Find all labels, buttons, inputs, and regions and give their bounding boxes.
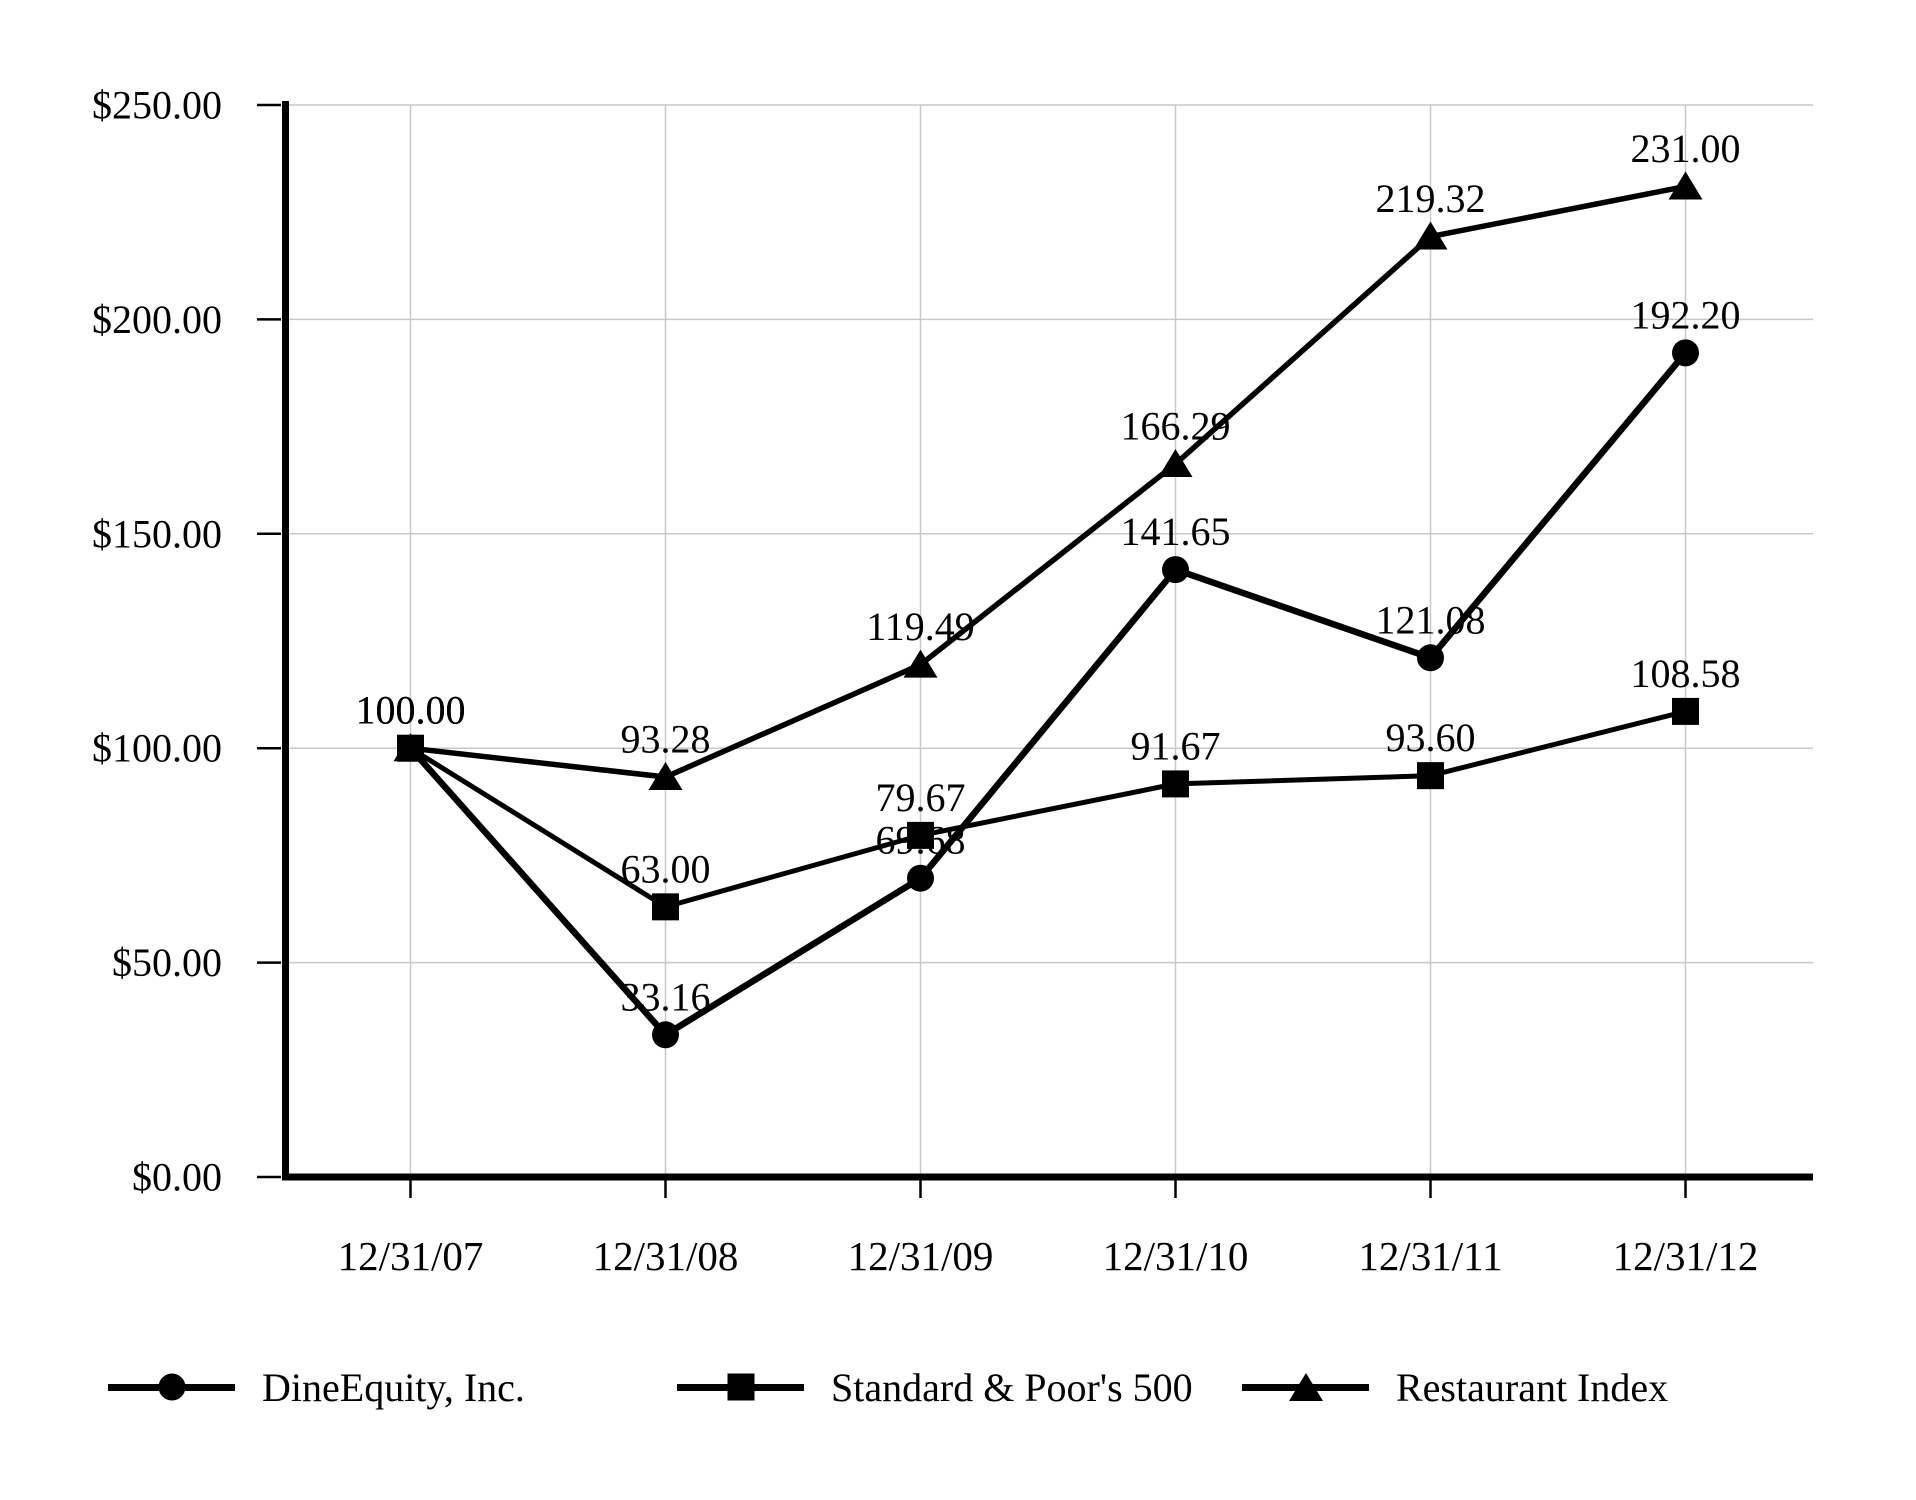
legend-line-sample xyxy=(677,1373,804,1401)
square-data-marker xyxy=(1417,762,1444,790)
value-label: 231.00 xyxy=(1631,126,1741,171)
y-axis-tick-label: $150.00 xyxy=(92,511,222,556)
y-axis-tick-label: $100.00 xyxy=(92,726,222,771)
x-axis-tick-label: 12/31/07 xyxy=(338,1233,484,1279)
y-axis-tick-label: $50.00 xyxy=(112,940,222,985)
legend-label-sp500: Standard & Poor's 500 xyxy=(831,1364,1193,1410)
triangle-data-marker xyxy=(903,649,938,678)
circle-data-marker xyxy=(1417,644,1444,672)
value-label: 79.67 xyxy=(876,775,966,820)
value-label: 141.65 xyxy=(1121,509,1231,554)
value-label: 121.08 xyxy=(1376,597,1486,642)
legend-item-restaurant-index: Restaurant Index xyxy=(1242,1360,1668,1414)
y-axis-tick-label: $250.00 xyxy=(92,83,222,128)
legend-item-dineequity: DineEquity, Inc. xyxy=(108,1360,525,1414)
value-label: 63.00 xyxy=(621,846,711,891)
value-label: 100.00 xyxy=(356,688,466,733)
value-label: 91.67 xyxy=(1131,723,1221,768)
value-label: 192.20 xyxy=(1631,292,1741,337)
value-label: 100.00 xyxy=(356,688,466,733)
value-label: 119.49 xyxy=(866,604,975,649)
value-label: 219.32 xyxy=(1376,176,1486,221)
legend-item-sp500: Standard & Poor's 500 xyxy=(677,1360,1193,1414)
triangle-data-marker xyxy=(648,762,683,791)
series-line-triangle xyxy=(410,183,1687,780)
y-axis-tick-label: $200.00 xyxy=(92,297,222,342)
series-line-circle xyxy=(408,350,1688,1040)
x-axis-tick-label: 12/31/12 xyxy=(1613,1233,1759,1279)
circle-marker-icon xyxy=(158,1373,185,1401)
square-data-marker xyxy=(652,893,679,921)
value-label: 166.29 xyxy=(1121,403,1231,448)
triangle-data-marker xyxy=(1413,221,1448,250)
x-axis-tick-label: 12/31/08 xyxy=(593,1233,739,1279)
value-label: 100.00 xyxy=(356,688,466,733)
circle-data-marker xyxy=(1162,556,1189,584)
y-axis-tick-label: $0.00 xyxy=(132,1155,222,1200)
legend-label-restaurant-index: Restaurant Index xyxy=(1396,1364,1669,1410)
x-axis-tick-label: 12/31/09 xyxy=(848,1233,994,1279)
triangle-marker-icon xyxy=(1288,1373,1323,1401)
legend-label-dineequity: DineEquity, Inc. xyxy=(262,1364,525,1410)
legend-line-sample xyxy=(1242,1373,1369,1401)
square-data-marker xyxy=(1162,770,1189,798)
square-data-marker xyxy=(907,821,934,849)
circle-data-marker xyxy=(907,864,934,892)
value-label: 69.68 xyxy=(876,818,966,863)
circle-data-marker xyxy=(652,1021,679,1049)
triangle-data-marker xyxy=(393,733,428,762)
square-data-marker xyxy=(1672,697,1699,725)
circle-data-marker xyxy=(1672,339,1699,367)
x-axis-tick-label: 12/31/11 xyxy=(1358,1233,1502,1279)
legend-line-sample xyxy=(108,1373,235,1401)
value-label: 93.28 xyxy=(621,717,711,762)
x-axis-tick-label: 12/31/10 xyxy=(1103,1233,1249,1279)
value-label: 33.16 xyxy=(621,974,711,1019)
triangle-data-marker xyxy=(1158,448,1193,477)
series-line-square xyxy=(409,708,1687,910)
square-marker-icon xyxy=(727,1373,754,1401)
value-label: 93.60 xyxy=(1386,715,1476,760)
triangle-data-marker xyxy=(1668,171,1703,200)
value-label: 108.58 xyxy=(1631,651,1741,696)
